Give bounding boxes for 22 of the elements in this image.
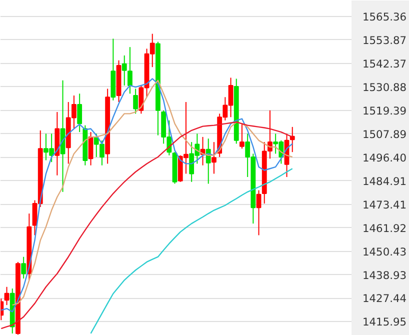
y-tick-label: 1565.36: [362, 10, 407, 24]
y-tick-label: 1507.89: [362, 128, 407, 141]
y-tick-label: 1553.87: [362, 34, 407, 47]
candlestick: [133, 88, 138, 114]
y-tick-label: 1542.37: [362, 57, 407, 70]
line-series: [90, 168, 293, 334]
candlestick: [256, 190, 262, 236]
y-tick-label: 1450.43: [362, 245, 407, 258]
y-tick-label: 1461.92: [362, 222, 407, 235]
y-tick-label: 1530.88: [362, 80, 407, 94]
y-tick-label: 1427.44: [362, 292, 407, 306]
y-tick-label: 1496.40: [362, 151, 407, 164]
candlestick: [77, 93, 82, 133]
candlestick: [212, 142, 216, 174]
candlestick: [4, 286, 10, 306]
y-tick-label: 1438.93: [362, 268, 407, 282]
candlestick: [240, 123, 244, 150]
y-tick-label: 1473.41: [362, 198, 407, 212]
y-tick-label: 1415.95: [362, 316, 407, 329]
y-tick-label: 1484.91: [362, 174, 407, 188]
y-tick-label: 1519.39: [362, 104, 407, 118]
candlestick: [21, 256, 26, 280]
